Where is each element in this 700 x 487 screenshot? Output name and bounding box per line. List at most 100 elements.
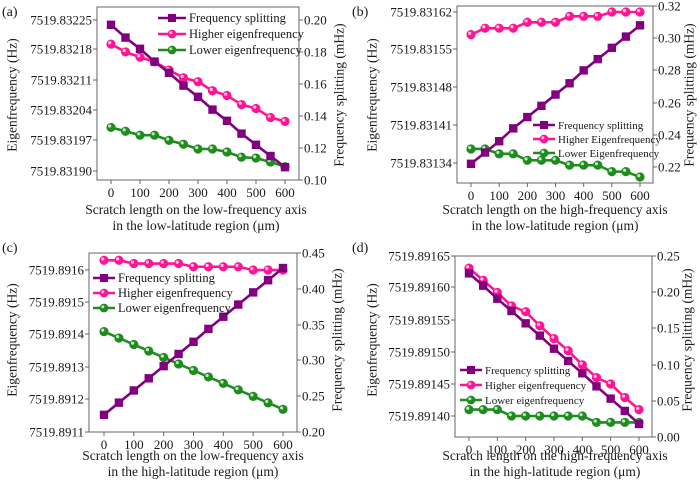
data-point-circle: [607, 167, 617, 177]
legend-item: Lower eigenfrequency: [460, 395, 585, 407]
data-point-highlight: [190, 263, 194, 267]
data-point-circle: [635, 7, 645, 17]
x-tick-label: 100: [489, 188, 509, 203]
data-point-circle: [494, 23, 504, 33]
data-point-circle: [114, 255, 124, 265]
data-point-circle: [606, 379, 616, 389]
data-point-square: [478, 281, 488, 290]
data-point-highlight: [130, 341, 135, 345]
y-right-tick-label: 0.45: [302, 246, 325, 261]
data-point-highlight: [494, 406, 498, 410]
legend-label: Lower eigenfrequency: [189, 43, 303, 57]
x-axis-title-line1: Scratch length on the high-frequency axi…: [442, 202, 667, 217]
data-point-circle: [236, 99, 247, 110]
data-point-circle: [577, 411, 587, 421]
y-left-tick-label: 7519.89150: [388, 345, 450, 360]
x-tick-label: 600: [273, 437, 293, 452]
x-tick-label: 0: [101, 437, 108, 452]
data-point-highlight: [175, 260, 179, 264]
data-point-highlight: [205, 263, 209, 267]
data-point-highlight: [238, 154, 242, 158]
data-point-circle: [522, 17, 532, 27]
legend: Frequency splitting Higher eigenfrequency…: [460, 365, 587, 407]
chart-panel-b: (b) 0 100 200 300 400 500 600 7519.83134 7519.831…: [352, 0, 697, 233]
legend-label: Lower eigenfrequency: [118, 301, 232, 315]
legend-marker-square: [168, 14, 176, 22]
data-point-circle: [466, 30, 476, 40]
data-point-circle: [494, 149, 504, 159]
y-right-tick-label: 0.14: [304, 109, 327, 124]
data-point-circle: [263, 398, 273, 408]
data-point-highlight: [522, 413, 526, 417]
data-point-square: [493, 294, 502, 303]
x-tick-label: 100: [130, 185, 150, 200]
data-point-circle: [173, 359, 184, 369]
legend-marker-circle: [167, 29, 177, 39]
x-tick-label: 400: [217, 185, 237, 200]
data-point-circle: [135, 130, 145, 140]
y-left-tick-label: 7519.89140: [388, 409, 450, 424]
data-point-highlight: [253, 105, 257, 109]
data-point-circle: [466, 144, 476, 154]
y-left-axis-title: Eigenfrequency (Hz): [365, 38, 380, 152]
data-point-highlight: [116, 257, 120, 261]
data-point-square: [549, 344, 559, 353]
data-point-highlight: [101, 328, 105, 332]
data-point-square: [129, 386, 139, 395]
series-higher-eigenfrequency: [99, 255, 288, 275]
data-point-highlight: [551, 413, 555, 417]
legend-item: Higher eigenfrequency: [460, 380, 587, 392]
y-right-tick-label: 0.35: [302, 318, 325, 333]
x-tick-label: 200: [516, 442, 536, 457]
y-left-tick-label: 7519.8912: [29, 392, 84, 407]
y-left-tick-label: 7519.83162: [390, 5, 452, 20]
x-tick-label: 500: [602, 188, 622, 203]
legend-item: Lower eigenfrequency: [93, 301, 232, 315]
x-tick-label: 100: [488, 442, 508, 457]
data-point-highlight: [494, 289, 498, 293]
data-point-circle: [522, 155, 532, 165]
data-point-circle: [120, 126, 131, 136]
data-point-circle: [536, 17, 547, 27]
panel-label: (d): [352, 241, 369, 256]
data-point-square: [551, 90, 560, 99]
x-tick-label: 600: [629, 442, 649, 457]
data-point-highlight: [636, 406, 640, 410]
data-point-highlight: [480, 277, 484, 281]
legend-label: Lower eigenfrequency: [485, 395, 585, 407]
legend-item: Frequency splitting: [460, 365, 571, 377]
legend-item: Lower Eigenfrequency: [533, 148, 660, 160]
data-point-highlight: [466, 406, 470, 410]
legend-marker-highlight: [101, 290, 105, 294]
data-point-highlight: [580, 13, 584, 17]
y-left-tick-label: 7519.83204: [30, 103, 92, 118]
series-frequency-splitting: [464, 269, 644, 429]
legend-label: Frequency splitting: [118, 271, 216, 285]
series-higher-eigenfrequency: [466, 7, 645, 40]
y-right-tick-label: 0.12: [304, 141, 327, 156]
data-point-highlight: [175, 360, 179, 365]
data-point-circle: [193, 77, 203, 87]
data-point-highlight: [621, 419, 626, 423]
data-point-square: [535, 331, 545, 340]
legend-marker-circle: [466, 380, 476, 390]
data-point-highlight: [536, 322, 541, 326]
legend: Frequency splitting Higher Eigenfrequency…: [533, 120, 661, 160]
data-point-circle: [593, 160, 603, 170]
data-point-circle: [521, 411, 531, 421]
y-left-axis-title: Eigenfrequency (Hz): [5, 38, 20, 152]
data-point-circle: [114, 333, 124, 343]
legend-marker-highlight: [468, 382, 472, 386]
data-point-circle: [222, 90, 232, 101]
data-point-circle: [251, 153, 261, 163]
data-point-circle: [193, 144, 203, 154]
y-left-tick-label: 7519.8913: [29, 360, 84, 375]
data-point-highlight: [522, 308, 526, 312]
panel-label: (c): [2, 241, 18, 256]
data-point-highlight: [552, 19, 556, 23]
legend-marker-circle: [539, 148, 549, 158]
data-point-highlight: [508, 413, 512, 417]
data-point-circle: [106, 39, 116, 49]
